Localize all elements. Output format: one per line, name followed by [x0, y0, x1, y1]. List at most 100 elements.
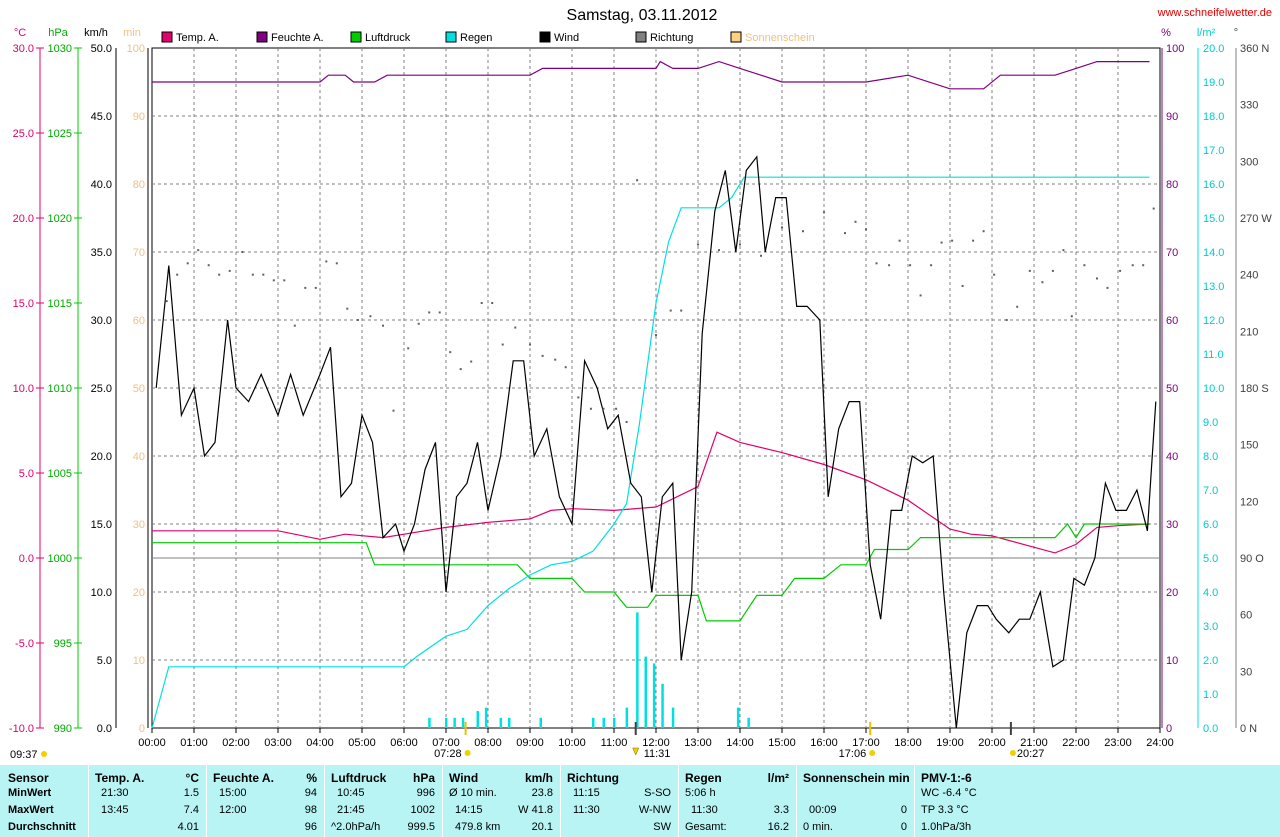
dir-header: Richtung [567, 771, 619, 785]
time-tick-label: 09:00 [516, 737, 544, 749]
rain-tick-label: 12.0 [1203, 315, 1224, 327]
rain-unit: l/m² [767, 771, 789, 785]
temp-avg-value: 4.01 [177, 821, 199, 833]
time-tick-label: 12:00 [642, 737, 670, 749]
min-label: MinWert [8, 787, 52, 799]
sun-tick-label: 80 [133, 179, 145, 191]
series-line-wind [155, 155, 1157, 729]
rain-max-value: 3.3 [773, 804, 789, 816]
direction-point [823, 211, 825, 214]
sunset-icon [869, 750, 876, 756]
direction-point [577, 396, 580, 399]
direction-point [636, 179, 639, 182]
temp-tick-label: 25.0 [13, 128, 34, 140]
wind-tick-label: 15.0 [91, 519, 112, 531]
rain-bar [499, 717, 503, 728]
direction-point [438, 311, 441, 314]
wind-unit: km/h [524, 771, 553, 785]
direction-point [428, 311, 431, 314]
time-tick-label: 17:00 [852, 737, 880, 749]
legend-label: Sonnenschein [745, 32, 815, 44]
direction-point [993, 273, 996, 276]
temp-tick-label: 5.0 [19, 468, 34, 480]
rain-duration: 5:06 h [685, 787, 716, 799]
direction-point [501, 343, 504, 346]
time-tick-label: 23:00 [1104, 737, 1132, 749]
time-tick-label: 18:00 [894, 737, 922, 749]
rain-column: Regen l/m² 5:06 h 11:30 3.3 Gesamt: 16.2 [678, 765, 797, 837]
rain-tick-label: 17.0 [1203, 145, 1224, 157]
direction-point [1005, 319, 1008, 321]
direction-point [919, 294, 922, 297]
pmv-dewpoint: TP 3.3 °C [921, 804, 969, 816]
legend-label: Wind [554, 32, 579, 44]
rain-tick-label: 16.0 [1203, 179, 1224, 191]
moon2-icon [1009, 750, 1016, 756]
direction-point [1051, 269, 1054, 272]
press-max-value: 1002 [410, 804, 435, 816]
direction-point [335, 262, 338, 265]
press-column: Luftdruck hPa 10:45 996 21:45 1002 ^2.0h… [324, 765, 443, 837]
time-tick-label: 07:00 [432, 737, 460, 749]
direction-point [1106, 286, 1109, 289]
sun-column: Sonnenschein min 00:09 0 0 min. 0 [796, 765, 915, 837]
sun-tick-label: 70 [133, 247, 145, 259]
wind-avg10-label: Ø 10 min. [449, 787, 497, 799]
hpa-tick-label: 1005 [48, 468, 72, 480]
dir-tick-label: 270 W [1240, 213, 1272, 225]
rain-tick-label: 15.0 [1203, 213, 1224, 225]
sun-max-time: 00:09 [809, 804, 837, 816]
axes: 30.025.020.015.010.05.00.0-5.0-10.010301… [9, 43, 1272, 749]
direction-point [480, 302, 483, 304]
rain-tick-label: 3.0 [1203, 621, 1218, 633]
wind-tick-label: 0.0 [97, 723, 112, 735]
hpa-tick-label: 990 [54, 723, 72, 735]
rain-bar [539, 717, 542, 728]
sun-max-value: 0 [900, 804, 907, 816]
direction-point [972, 239, 975, 242]
wind-column: Wind km/h Ø 10 min. 23.8 14:15 W 41.8 47… [442, 765, 561, 837]
direction-point [165, 300, 168, 303]
pmv-pressure-trend: 1.0hPa/3h [921, 821, 972, 833]
dir-column: Richtung 11:15 S-SO 11:30 W-NW SW [560, 765, 679, 837]
series-line-temp-a- [152, 431, 1150, 554]
temp-tick-label: 0.0 [19, 553, 34, 565]
moonrise-label: 09:37 [10, 749, 38, 761]
direction-point [930, 264, 933, 267]
wind-tick-label: 30.0 [91, 315, 112, 327]
direction-point [1016, 305, 1019, 308]
direction-point [760, 254, 762, 257]
time-tick-label: 03:00 [264, 737, 292, 749]
wind-tick-label: 20.0 [91, 451, 112, 463]
sun-tick-label: 50 [133, 383, 145, 395]
direction-point [392, 409, 395, 412]
rain-tick-label: 6.0 [1203, 519, 1218, 531]
direction-point [1096, 277, 1098, 280]
rain-bar [636, 612, 639, 728]
direction-point [417, 322, 420, 325]
legend-swatch [635, 31, 647, 43]
direction-point [625, 421, 628, 423]
dir-max-time: 11:30 [573, 804, 600, 816]
hpa-tick-label: 1020 [48, 213, 72, 225]
rain-bar [445, 717, 448, 728]
dir-min-value: S-SO [644, 787, 671, 799]
hum-avg-value: 96 [304, 821, 317, 833]
legend-label: Luftdruck [365, 32, 411, 44]
direction-point [1028, 269, 1031, 272]
dir-min-time: 11:15 [573, 787, 600, 799]
legend-label: Temp. A. [176, 32, 219, 44]
direction-point [283, 279, 286, 282]
rain-bar [625, 707, 629, 728]
rain-bar [592, 717, 595, 728]
direction-point [304, 286, 307, 289]
dir-tick-label: 330 [1240, 100, 1258, 112]
rain-bar [476, 711, 479, 728]
dir-tick-label: 120 [1240, 496, 1258, 508]
pmv-header: PMV-1:-6 [921, 771, 972, 785]
direction-point [888, 264, 891, 267]
wind-avg-value: 20.1 [531, 821, 553, 833]
hum-tick-label: 10 [1166, 655, 1178, 667]
sun-tick-label: 0 [139, 723, 145, 735]
time-tick-label: 10:00 [558, 737, 586, 749]
